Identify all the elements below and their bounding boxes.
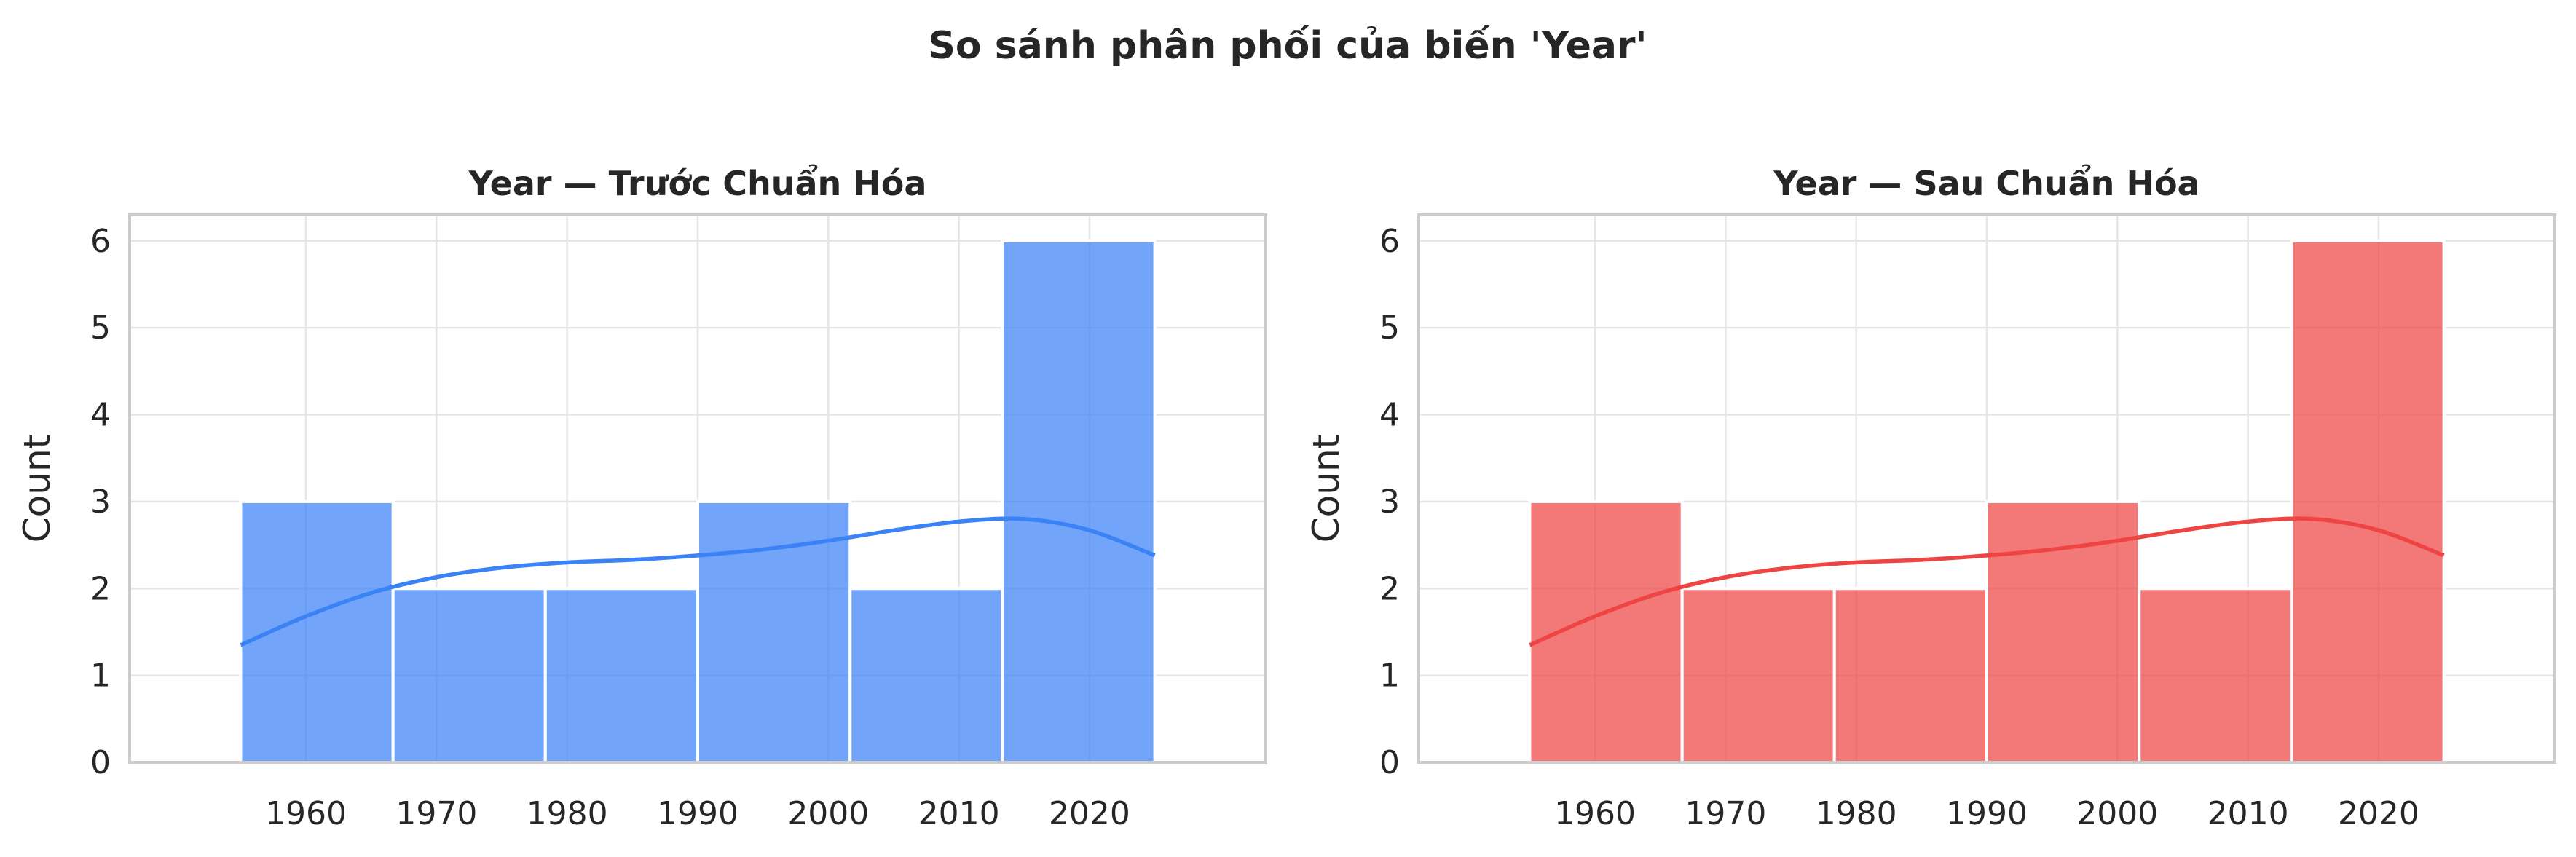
y-tick-label: 3 <box>1379 483 1400 521</box>
histogram-bar <box>2138 587 2293 764</box>
x-tick-label: 1980 <box>527 795 608 832</box>
y-tick-label: 1 <box>90 657 111 695</box>
x-tick-label: 1980 <box>1816 795 1897 832</box>
y-tick-label: 2 <box>1379 570 1400 607</box>
panel-after-normalization: 0 1 2 3 4 5 6 1960 1970 1980 1990 2000 2010 2020 Count… <box>1305 164 2556 832</box>
x-tick-label: 1990 <box>657 795 738 832</box>
y-tick-label: 5 <box>90 309 111 347</box>
histogram-bar <box>391 587 547 764</box>
x-tick-label: 2000 <box>2076 795 2158 832</box>
histogram-bar <box>1001 239 1157 764</box>
x-tick-label: 2010 <box>2207 795 2289 832</box>
x-tick-label: 2020 <box>2338 795 2419 832</box>
x-tick-label: 2020 <box>1049 795 1130 832</box>
kde-line <box>1529 516 2445 647</box>
axes-frame <box>128 213 1267 764</box>
y-tick-label: 0 <box>1379 744 1400 781</box>
y-tick-label: 0 <box>90 744 111 781</box>
histogram-bar <box>543 587 699 764</box>
y-tick-label: 4 <box>90 397 111 434</box>
histogram-bar <box>1832 587 1989 764</box>
kde-line <box>240 516 1156 647</box>
figure-suptitle: So sánh phân phối của biến 'Year' <box>928 24 1647 68</box>
y-tick-label: 2 <box>90 570 111 607</box>
x-tick-label: 1960 <box>265 795 347 832</box>
x-tick-label: 1990 <box>1946 795 2028 832</box>
x-tick-label: 1960 <box>1554 795 1636 832</box>
histogram-bar <box>239 499 395 765</box>
histogram-bar <box>1528 499 1684 765</box>
y-tick-label: 4 <box>1379 397 1400 434</box>
y-tick-label: 5 <box>1379 309 1400 347</box>
histogram-bar <box>1680 587 1836 764</box>
y-tick-label: 6 <box>90 223 111 260</box>
x-tick-label: 1970 <box>395 795 477 832</box>
x-tick-label: 2010 <box>918 795 1000 832</box>
panel-before-normalization: 0 1 2 3 4 5 6 1960 1970 1980 1990 2000 2010 2020 Count… <box>16 164 1267 832</box>
x-tick-label: 1970 <box>1685 795 1766 832</box>
panel-title: Year — Sau Chuẩn Hóa <box>1773 164 2199 203</box>
y-axis-label: Count <box>1305 435 1347 543</box>
panel-title: Year — Trước Chuẩn Hóa <box>468 164 927 203</box>
y-tick-label: 6 <box>1379 223 1400 260</box>
axes-frame <box>1417 213 2556 764</box>
y-tick-label: 1 <box>1379 657 1400 695</box>
histogram-bar <box>848 587 1004 764</box>
y-tick-label: 3 <box>90 483 111 521</box>
histogram-bar <box>2290 239 2446 764</box>
x-tick-label: 2000 <box>787 795 869 832</box>
y-axis-label: Count <box>16 435 58 543</box>
